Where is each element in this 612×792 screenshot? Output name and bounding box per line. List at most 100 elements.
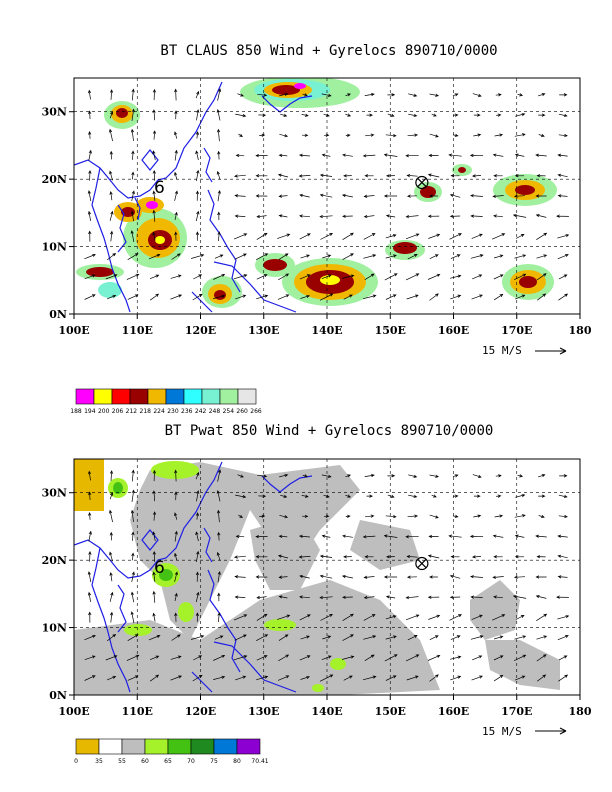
wind-arrow: [385, 675, 397, 681]
pwat-gyre-markers: 6: [154, 556, 429, 578]
x-tick-label: 150E: [375, 324, 406, 337]
wind-arrow: [301, 113, 309, 117]
wind-arrow: [152, 590, 156, 603]
wind-arrow: [130, 611, 135, 624]
colorbar-label: 248: [209, 408, 221, 415]
wind-arrow: [233, 274, 248, 280]
x-tick-label: 160E: [438, 324, 469, 337]
claus-gyre-markers: 6: [154, 175, 429, 198]
wind-arrow: [362, 294, 377, 300]
wind-arrow: [514, 273, 527, 281]
wind-arrow: [429, 575, 438, 579]
wind-arrow: [216, 170, 221, 180]
wind-arrow: [152, 170, 156, 181]
wind-arrow: [514, 133, 526, 137]
x-tick-label: 150E: [375, 705, 406, 718]
wind-arrow: [257, 474, 268, 478]
panel-claus: BT CLAUS 850 Wind + Gyrelocs 890710/0000: [42, 43, 592, 415]
wind-arrow: [88, 110, 92, 120]
wind-arrow: [535, 194, 547, 198]
wind-arrow: [538, 494, 546, 498]
wind-arrow: [450, 655, 462, 660]
wind-arrow: [405, 214, 419, 219]
colorbar-label: 70: [187, 758, 195, 765]
wind-arrow: [88, 611, 92, 623]
wind-arrow: [302, 474, 308, 478]
wind-arrow: [558, 655, 568, 661]
wind-arrow: [342, 232, 354, 240]
wind-arrow: [233, 555, 246, 559]
wind-arrow: [148, 634, 161, 641]
wind-arrow: [174, 211, 178, 220]
wind-arrow: [319, 595, 333, 600]
wind-arrow: [427, 595, 440, 599]
wind-arrow: [406, 675, 419, 681]
wind-arrow: [405, 233, 420, 240]
wind-arrow: [557, 254, 569, 260]
wind-arrow: [152, 150, 156, 161]
wind-arrow: [450, 254, 461, 259]
wind-arrow: [364, 92, 375, 97]
wind-arrow: [84, 634, 96, 641]
wind-arrow: [453, 494, 459, 498]
gyre-circle-x-marker: [415, 556, 429, 571]
wind-arrow: [217, 570, 221, 583]
wind-arrow: [278, 595, 288, 599]
wind-arrow: [363, 194, 375, 198]
wind-arrow: [216, 551, 221, 561]
wind-arrow: [449, 595, 461, 599]
wind-arrow: [427, 214, 440, 218]
wind-arrow: [535, 595, 547, 599]
wind-arrow: [493, 635, 504, 640]
wind-arrow: [429, 514, 439, 519]
wind-arrow: [342, 534, 353, 538]
wind-arrow: [472, 474, 482, 478]
wind-arrow: [514, 294, 526, 300]
wind-arrow: [341, 655, 355, 660]
wind-arrow: [106, 675, 117, 681]
wind-arrow: [299, 655, 311, 661]
wind-arrow: [473, 133, 482, 137]
wind-arrow: [407, 635, 418, 641]
wind-arrow: [256, 253, 269, 261]
wind-arrow: [171, 253, 181, 260]
wind-arrow: [256, 634, 269, 642]
colorbar-label: 230: [167, 408, 179, 415]
wind-arrow: [319, 574, 333, 579]
wind-arrow: [342, 253, 354, 260]
wind-arrow: [131, 108, 135, 121]
wind-arrow: [345, 93, 351, 97]
wind-arrow: [514, 514, 526, 518]
wind-arrow: [473, 514, 482, 518]
wind-arrow: [513, 575, 526, 579]
wind-arrow: [514, 534, 525, 538]
wind-arrow: [234, 253, 247, 260]
wind-arrow: [493, 214, 503, 218]
wind-arrow: [196, 169, 200, 182]
wind-arrow: [216, 490, 221, 502]
wind-arrow: [302, 133, 309, 137]
wind-arrow: [427, 554, 440, 559]
wind-arrow: [494, 133, 504, 137]
wind-arrow: [449, 193, 461, 198]
colorbar-label: 80: [233, 758, 241, 765]
wind-arrow: [195, 190, 200, 201]
wind-arrow: [279, 473, 289, 478]
wind-arrow: [427, 273, 441, 280]
wind-arrow: [469, 153, 484, 158]
wind-arrow: [452, 133, 459, 137]
wind-arrow: [192, 293, 203, 301]
wind-arrow: [84, 675, 96, 681]
wind-arrow: [431, 494, 437, 498]
wind-arrow: [365, 514, 375, 518]
wind-arrow: [278, 153, 288, 158]
wind-arrow: [321, 474, 332, 478]
wind-arrow: [494, 514, 504, 518]
colorbar-label: 60: [141, 758, 149, 765]
wind-arrow: [256, 595, 267, 600]
wind-arrow: [299, 614, 311, 621]
wind-arrow: [87, 470, 92, 481]
wind-arrow: [278, 214, 288, 218]
wind-arrow: [256, 675, 269, 681]
wind-arrow: [405, 614, 420, 621]
